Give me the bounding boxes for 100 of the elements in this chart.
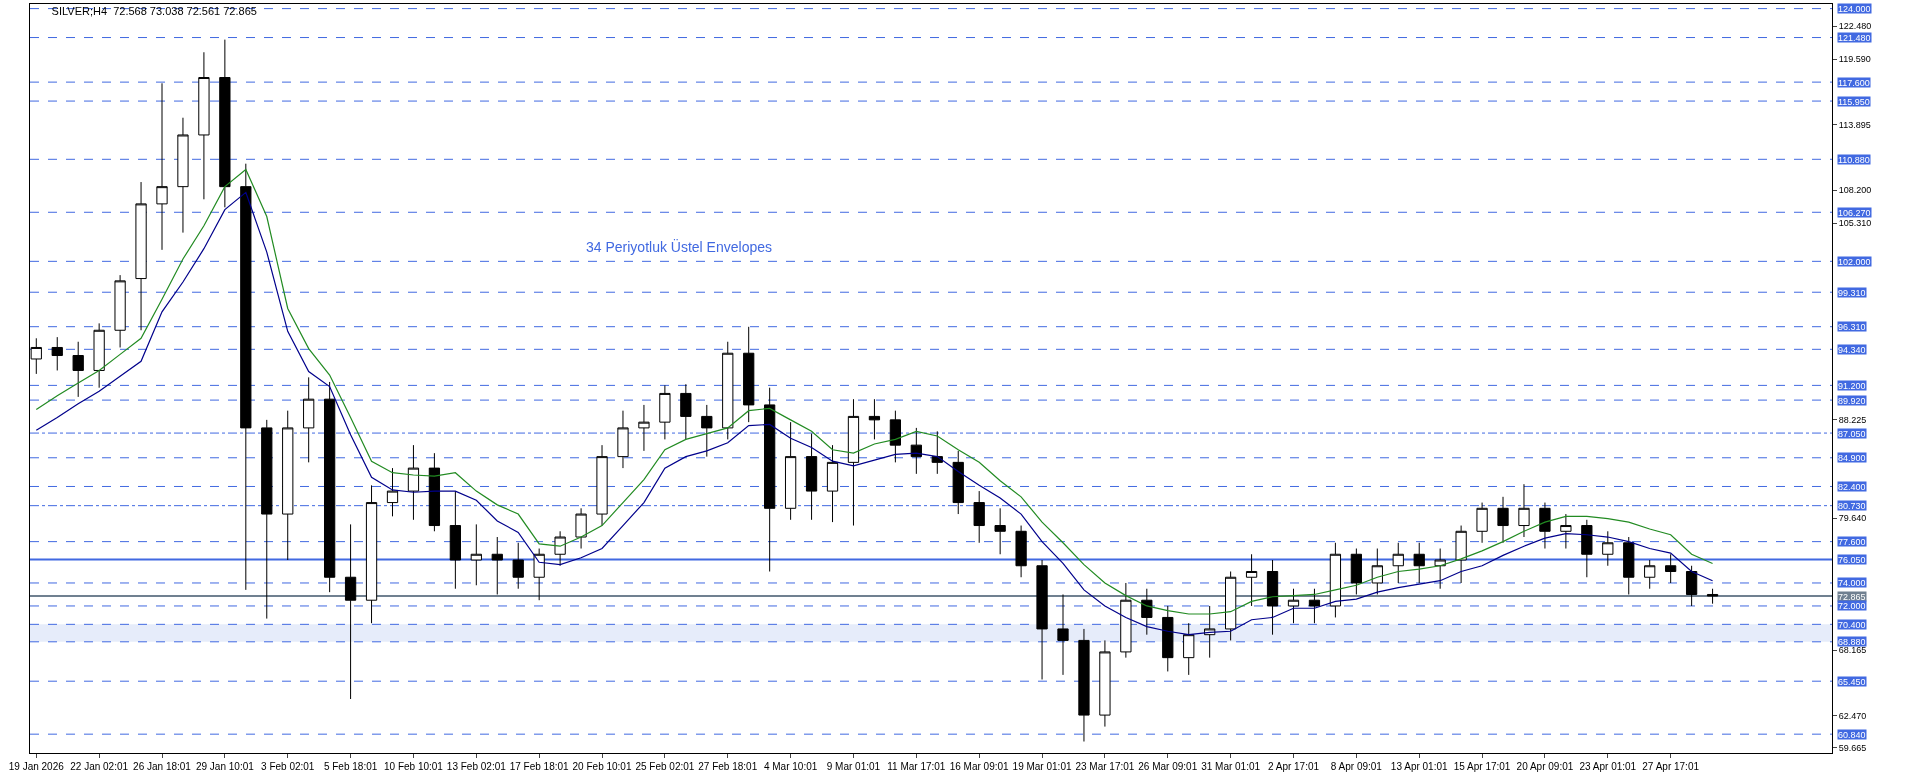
candlestick [1455,525,1467,584]
x-tick-label: 19 Jan 2026 [8,761,65,772]
candlestick [994,507,1006,555]
candlestick [344,523,357,700]
x-tick-label: 8 Apr 09:01 [1330,761,1383,772]
ref-line-label: 72.865 [1838,591,1866,602]
candlestick [428,452,441,532]
candlestick [1685,565,1698,607]
candlestick [1245,553,1258,607]
candlestick [1329,542,1342,618]
candlestick [1434,548,1446,590]
ref-line-label: 91.200 [1838,380,1866,391]
candlestick [303,376,315,463]
candlestick [659,384,671,440]
ref-line-label: 65.450 [1838,676,1866,687]
candlestick [324,381,336,593]
x-tick-label: 29 Jan 10:01 [195,761,255,772]
ref-line-label: 70.400 [1838,619,1866,630]
ref-line-label: 110.880 [1838,154,1870,165]
x-tick-label: 10 Feb 10:01 [383,761,444,772]
candlestick [282,410,294,561]
candlestick [575,507,587,550]
candlestick [1162,605,1174,672]
candlestick [1057,593,1069,676]
ref-line-label: 68.880 [1838,636,1866,647]
ref-line-label: 94.340 [1838,344,1866,355]
x-tick-label: 5 Feb 18:01 [323,761,378,772]
candlestick [1623,536,1635,595]
ref-line-label: 82.400 [1838,481,1866,492]
candlestick [240,163,252,591]
candlestick [1413,542,1425,584]
candlestick [1581,519,1593,578]
candlestick [1225,570,1237,641]
ref-line-label: 72.000 [1838,600,1866,611]
candlestick [722,341,734,440]
candlestick [1099,639,1111,728]
candlestick [114,274,126,348]
ref-line-label: 89.920 [1838,395,1866,406]
candlestick [1036,559,1048,680]
candlestick [826,444,839,523]
candlestick [1078,628,1090,743]
x-tick-label: 22 Jan 02:01 [70,761,129,772]
candlestick [617,410,629,469]
x-tick-label: 13 Apr 01:01 [1390,761,1449,772]
candlestick [1204,605,1216,659]
candlestick [1706,588,1719,605]
x-tick-label: 17 Feb 18:01 [509,761,570,772]
candlestick [596,444,608,527]
candlestick [889,410,902,463]
candlestick [1392,542,1404,584]
candlestick [931,430,943,475]
candlestick [1120,582,1132,659]
x-tick-label: 23 Mar 17:01 [1075,761,1135,772]
x-tick-label: 3 Feb 02:01 [261,761,315,772]
candlestick [407,444,420,521]
x-tick-label: 26 Jan 18:01 [133,761,192,772]
chart-title: SILVER;H4 72.568 73.038 72.561 72.865 [51,5,257,18]
x-tick-label: 15 Apr 17:01 [1453,761,1511,772]
ref-line-label: 121.480 [1838,32,1871,43]
x-tick-label: 16 Mar 09:01 [949,761,1010,772]
ref-line-label: 115.950 [1838,96,1870,107]
candlestick [952,450,964,515]
candlestick [219,39,231,208]
y-tick-label: 59.665 [1838,742,1867,753]
ref-line-label: 84.900 [1838,452,1866,463]
x-tick-label: 9 Mar 01:01 [826,761,881,772]
y-tick-label: 108.200 [1838,185,1872,196]
x-tick-label: 27 Apr 17:01 [1642,761,1700,772]
y-tick-label: 122.480 [1838,21,1872,32]
candlestick [177,117,189,234]
candlestick [449,490,461,590]
ref-line-label: 87.050 [1838,428,1866,439]
x-tick-label: 4 Mar 10:01 [763,761,818,772]
candlestick [1371,548,1383,595]
candlestick [1497,496,1509,544]
ref-line-label: 99.310 [1838,287,1866,298]
candlestick [1350,548,1362,595]
candlestick [847,398,860,527]
candlestick [1518,483,1530,538]
candlestick [72,341,84,398]
candlestick [512,542,524,590]
x-tick-label: 19 Mar 01:01 [1012,761,1072,772]
candlestick [784,421,797,521]
candlestick [135,181,147,331]
candlestick [973,490,985,544]
candlestick [1183,622,1195,676]
x-tick-label: 20 Feb 10:01 [572,761,632,772]
y-tick-label: 119.590 [1838,54,1871,65]
y-tick-label: 88.225 [1838,414,1867,425]
candlestick [1141,588,1153,636]
ref-line-label: 102.000 [1838,256,1871,267]
x-tick-label: 23 Apr 01:01 [1579,761,1637,772]
x-tick-label: 27 Feb 18:01 [698,761,758,772]
x-tick-label: 2 Apr 17:01 [1267,761,1320,772]
candlestick [51,336,63,371]
candlestick [1602,530,1614,567]
candlestick [93,322,105,389]
y-tick-label: 79.640 [1838,513,1867,524]
candlestick [680,383,692,440]
candlestick [156,82,168,251]
